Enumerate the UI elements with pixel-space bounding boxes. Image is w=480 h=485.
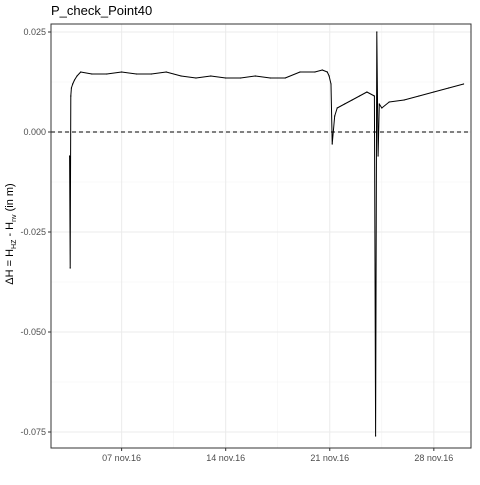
series-point — [328, 75, 330, 77]
series-point — [373, 95, 375, 97]
y-label-subscript: HZ — [11, 239, 18, 249]
series-point — [73, 79, 76, 81]
y-tick-label: -0.050 — [20, 327, 46, 337]
series-point — [254, 75, 257, 77]
series-point — [334, 115, 336, 117]
series-point — [377, 155, 379, 157]
y-tick-label: 0.025 — [23, 27, 46, 37]
series-point — [70, 95, 72, 97]
y-label-part: (in m) — [4, 183, 16, 214]
series-point — [331, 143, 333, 145]
plot-panel — [51, 24, 471, 448]
series-point — [388, 101, 390, 103]
series-point — [366, 91, 368, 93]
plot-border — [50, 23, 472, 449]
series-point — [284, 77, 286, 79]
y-tick-label: -0.075 — [20, 427, 46, 437]
y-axis-label: ΔH = HHZ - Hnv (in m) — [4, 183, 18, 284]
chart-title: P_check_Point40 — [51, 3, 152, 18]
x-axis-ticks: 07 nov.16 14 nov.16 21 nov.16 28 nov.16 — [102, 448, 453, 463]
series-point — [462, 83, 465, 85]
series-point — [448, 87, 450, 89]
series-point — [378, 103, 380, 105]
series-point — [239, 77, 242, 79]
series-point — [344, 103, 346, 105]
series-point — [68, 155, 71, 157]
series-point — [135, 73, 138, 75]
series-point — [299, 71, 301, 73]
series-point — [69, 267, 71, 269]
series-point — [80, 71, 82, 73]
series-point — [195, 77, 197, 79]
series-point — [314, 71, 316, 73]
series-point — [376, 31, 378, 33]
series-point — [180, 75, 182, 77]
y-axis-ticks: 0.025 0.000 -0.025 -0.050 -0.075 — [20, 27, 51, 437]
y-label-part: ΔH = H — [4, 249, 16, 285]
x-tick-label: 28 nov.16 — [414, 453, 453, 463]
x-tick-label: 07 nov.16 — [102, 453, 141, 463]
series-point — [70, 87, 73, 89]
y-label-part: - H — [4, 222, 16, 240]
series-point — [418, 95, 420, 97]
series-point — [433, 91, 435, 93]
series-point — [269, 77, 271, 79]
series-point — [91, 73, 93, 75]
series-point — [403, 99, 405, 101]
series-point — [358, 95, 361, 97]
series-point — [210, 75, 212, 77]
series-point — [76, 75, 78, 77]
series-point — [106, 73, 108, 75]
series-point — [326, 71, 328, 73]
y-tick-label: -0.025 — [20, 227, 46, 237]
x-tick-label: 14 nov.16 — [206, 453, 245, 463]
series-point — [165, 71, 167, 73]
series-point — [225, 77, 227, 79]
series-point — [381, 107, 383, 109]
series-point — [330, 83, 332, 85]
y-tick-label: 0.000 — [23, 127, 46, 137]
series-point — [150, 73, 152, 75]
series-point — [321, 69, 323, 71]
series-point — [72, 83, 74, 85]
x-tick-label: 21 nov.16 — [310, 453, 349, 463]
y-label-subscript: nv — [11, 214, 18, 222]
series-point — [351, 99, 353, 101]
series-point — [336, 107, 338, 109]
series-layer — [68, 31, 465, 437]
series-point — [375, 435, 377, 437]
series-point — [121, 71, 123, 73]
